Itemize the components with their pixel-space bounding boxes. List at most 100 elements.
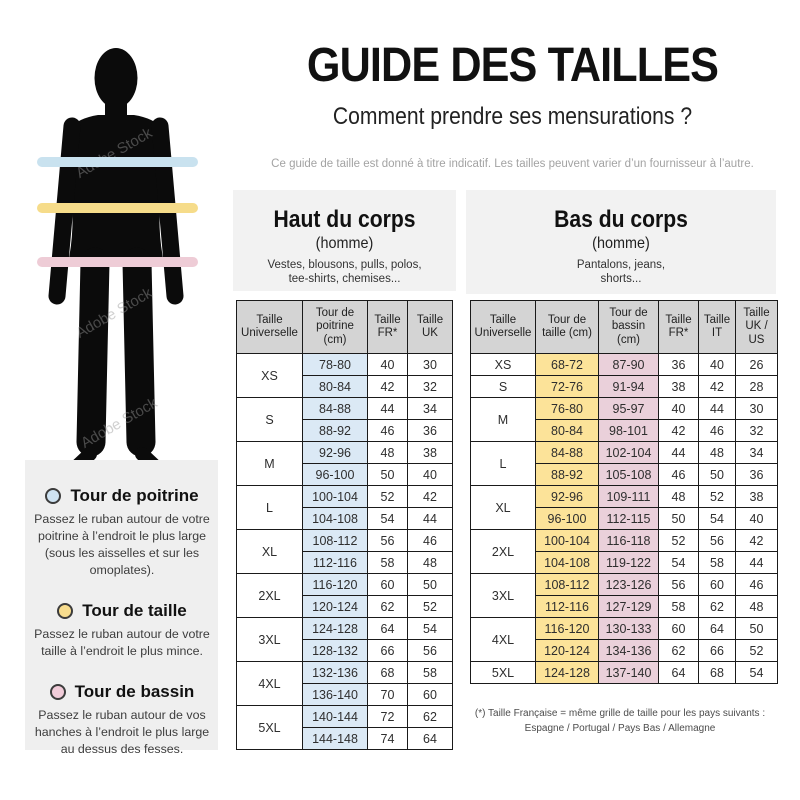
table-cell: 74 xyxy=(367,727,408,750)
table-cell: 54 xyxy=(658,551,699,574)
size-cell: S xyxy=(236,397,303,442)
table-row: 144-148 74 64 xyxy=(237,727,453,750)
table-cell: 88-92 xyxy=(535,463,599,486)
upper-panel-title: Haut du corps xyxy=(273,206,416,233)
lower-panel-gender: (homme) xyxy=(592,235,650,252)
table-cell: 60 xyxy=(698,573,736,596)
table-cell: 124-128 xyxy=(302,617,368,640)
header: GUIDE DES TAILLES Comment prendre ses me… xyxy=(225,38,800,131)
table-cell: 105-108 xyxy=(598,463,659,486)
table-cell: 137-140 xyxy=(598,661,659,684)
table-row: M 92-96 48 38 xyxy=(236,441,453,486)
size-cell: 2XL xyxy=(236,573,303,618)
table-row: 104-108 54 44 xyxy=(237,507,453,530)
table-cell: 62 xyxy=(367,595,408,618)
lower-body-panel: Bas du corps (homme) Pantalons, jeans, s… xyxy=(466,190,776,294)
table-cell: 54 xyxy=(735,661,778,684)
table-cell: 98-101 xyxy=(598,419,659,442)
table-cell: 124-128 xyxy=(535,661,599,684)
table-cell: 72-76 xyxy=(535,375,599,398)
table-row: 5XL 140-144 72 62 xyxy=(236,705,453,750)
table-cell: 40 xyxy=(407,463,453,486)
table-row: M 76-80 95-97 40 44 30 xyxy=(470,397,778,442)
table-cell: 119-122 xyxy=(598,551,659,574)
table-cell: 42 xyxy=(735,529,778,552)
table-cell: 46 xyxy=(407,529,453,552)
table-cell: 128-132 xyxy=(302,639,368,662)
table-cell: 34 xyxy=(407,397,453,420)
table-row: L 100-104 52 42 xyxy=(236,485,453,530)
table-cell: 46 xyxy=(367,419,408,442)
table-cell: 38 xyxy=(658,375,699,398)
table-cell: 36 xyxy=(735,463,778,486)
table-row: XS 78-80 40 30 xyxy=(236,353,453,398)
legend-item-chest: Tour de poitrine Passez le ruban autour … xyxy=(13,486,231,579)
table-row: 5XL 124-128 137-140 64 68 54 xyxy=(470,661,778,684)
table-row: 120-124 134-136 62 66 52 xyxy=(471,639,778,662)
table-cell: 108-112 xyxy=(535,573,599,596)
table-row: 112-116 58 48 xyxy=(237,551,453,574)
table-cell: 112-116 xyxy=(535,595,599,618)
table-cell: 50 xyxy=(735,617,778,640)
table-cell: 46 xyxy=(658,463,699,486)
table-cell: 72 xyxy=(367,705,408,728)
table-cell: 40 xyxy=(698,353,736,376)
table-cell: 68 xyxy=(367,661,408,684)
column-header: Taille UK / US xyxy=(735,300,778,354)
column-header: Taille Universelle xyxy=(236,300,303,354)
upper-panel-gender: (homme) xyxy=(315,235,374,252)
legend-title-chest: Tour de poitrine xyxy=(70,486,199,505)
table-cell: 46 xyxy=(698,419,736,442)
table-cell: 48 xyxy=(698,441,736,464)
table-cell: 56 xyxy=(658,573,699,596)
measurement-legend: Tour de poitrine Passez le ruban autour … xyxy=(13,486,231,780)
table-row: S 72-76 91-94 38 42 28 xyxy=(470,375,778,398)
table-cell: 64 xyxy=(698,617,736,640)
table-cell: 58 xyxy=(658,595,699,618)
table-cell: 36 xyxy=(658,353,699,376)
table-cell: 92-96 xyxy=(535,485,599,508)
size-cell: 5XL xyxy=(236,705,303,750)
size-cell: XL xyxy=(470,485,536,530)
table-cell: 54 xyxy=(367,507,408,530)
table-cell: 34 xyxy=(735,441,778,464)
table-cell: 42 xyxy=(367,375,408,398)
table-row: 96-100 112-115 50 54 40 xyxy=(471,507,778,530)
table-cell: 58 xyxy=(367,551,408,574)
table-cell: 48 xyxy=(367,441,408,464)
table-cell: 64 xyxy=(367,617,408,640)
table-row: 2XL 116-120 60 50 xyxy=(236,573,453,618)
legend-head-waist: Tour de taille xyxy=(13,601,231,621)
legend-text-chest: Passez le ruban autour de votre poitrine… xyxy=(34,512,210,577)
legend-text-hips: Passez le ruban autour de vos hanches à … xyxy=(34,708,210,756)
table-cell: 42 xyxy=(698,375,736,398)
table-cell: 48 xyxy=(658,485,699,508)
legend-head-chest: Tour de poitrine xyxy=(13,486,231,506)
table-cell: 44 xyxy=(658,441,699,464)
table-cell: 50 xyxy=(658,507,699,530)
table-cell: 136-140 xyxy=(302,683,368,706)
column-header: Taille FR* xyxy=(367,300,408,354)
legend-head-hips: Tour de bassin xyxy=(13,682,231,702)
table-cell: 78-80 xyxy=(302,353,368,376)
table-cell: 38 xyxy=(735,485,778,508)
table-cell: 40 xyxy=(658,397,699,420)
size-cell: 4XL xyxy=(236,661,303,706)
column-header: Taille IT xyxy=(698,300,736,354)
table-cell: 32 xyxy=(407,375,453,398)
column-header: Taille FR* xyxy=(658,300,699,354)
table-cell: 48 xyxy=(407,551,453,574)
table-cell: 66 xyxy=(367,639,408,662)
size-cell: L xyxy=(470,441,536,486)
table-cell: 60 xyxy=(658,617,699,640)
table-cell: 30 xyxy=(407,353,453,376)
table-cell: 44 xyxy=(367,397,408,420)
table-cell: 68-72 xyxy=(535,353,599,376)
table-cell: 104-108 xyxy=(535,551,599,574)
size-cell: 3XL xyxy=(236,617,303,662)
table-cell: 68 xyxy=(698,661,736,684)
table-row: L 84-88 102-104 44 48 34 xyxy=(470,441,778,486)
table-row: XL 108-112 56 46 xyxy=(236,529,453,574)
column-header: Taille Universelle xyxy=(470,300,536,354)
chest-measure-band xyxy=(37,157,198,167)
